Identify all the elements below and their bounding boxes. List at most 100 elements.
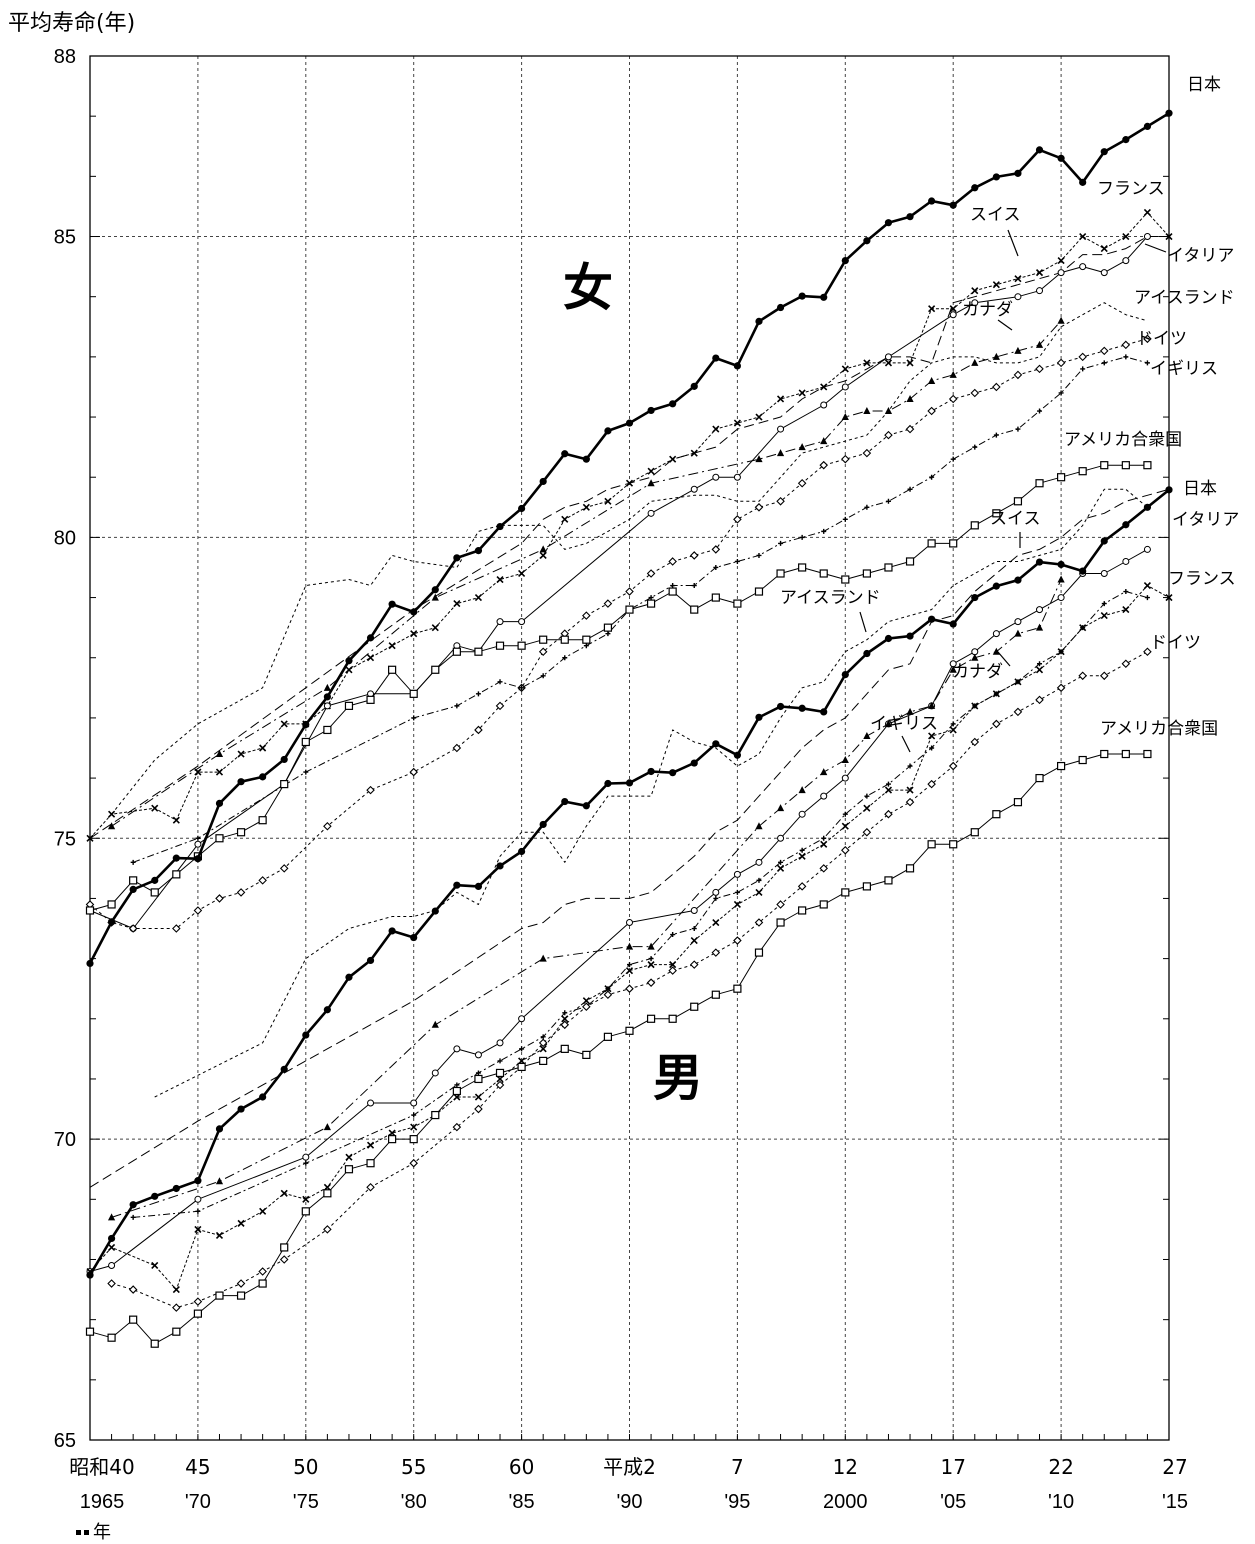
data-point (1058, 649, 1064, 655)
x-tick-era-label: 昭和40 (69, 1455, 134, 1479)
data-point (864, 793, 870, 799)
data-point (885, 781, 891, 787)
data-point (453, 600, 461, 608)
data-point (561, 1015, 569, 1023)
data-point (128, 1285, 138, 1294)
data-point (841, 383, 849, 391)
data-point (215, 894, 224, 903)
data-point (690, 382, 698, 390)
x-tick-year-label: 2000 (823, 1491, 868, 1513)
data-point (863, 649, 871, 658)
data-point (690, 906, 698, 914)
data-point (539, 545, 547, 553)
data-point (517, 1062, 526, 1072)
data-point (388, 665, 397, 674)
data-point (215, 799, 224, 807)
data-point (754, 503, 764, 512)
y-tick-label: 65 (54, 1430, 76, 1452)
data-point (1143, 461, 1152, 470)
data-point (453, 1045, 461, 1053)
data-point (905, 797, 915, 807)
series-line (111, 302, 1148, 815)
data-point (605, 631, 611, 637)
series-male-dash (89, 488, 1170, 1188)
data-point (107, 1333, 116, 1342)
data-point (798, 443, 806, 451)
data-point (1165, 593, 1173, 602)
data-point (258, 876, 267, 885)
series-label-female: スイス (970, 205, 1021, 225)
data-point (410, 1123, 418, 1131)
data-point (1078, 467, 1087, 476)
data-point (474, 547, 483, 555)
data-point (366, 785, 375, 795)
data-point (1013, 497, 1023, 506)
data-point (972, 703, 978, 709)
female-group-label: 女 (563, 259, 613, 317)
data-point (410, 630, 418, 638)
data-point (970, 388, 980, 398)
data-point (1099, 671, 1109, 681)
data-point (128, 924, 138, 933)
data-point (755, 822, 763, 830)
data-point (474, 1104, 483, 1114)
data-point (279, 864, 289, 873)
data-point (431, 586, 439, 594)
data-point (1101, 601, 1107, 607)
data-point (130, 859, 136, 865)
data-point (755, 455, 763, 463)
data-point (431, 1020, 439, 1028)
legend-dot-1 (76, 1530, 81, 1535)
data-point (862, 569, 871, 578)
data-point (1057, 316, 1065, 324)
data-point (236, 828, 246, 837)
data-point (733, 515, 742, 524)
data-point (799, 847, 805, 853)
data-point (690, 1002, 699, 1011)
data-point (280, 1189, 288, 1197)
series-line (89, 236, 1148, 929)
data-point (279, 1255, 289, 1264)
data-point (884, 407, 893, 415)
data-point (820, 768, 828, 776)
data-point (108, 1261, 116, 1269)
data-point (884, 430, 893, 440)
data-point (669, 961, 677, 969)
data-point (776, 303, 785, 312)
data-point (778, 540, 784, 546)
data-point (518, 1015, 526, 1023)
data-point (366, 634, 375, 642)
data-point (712, 740, 720, 748)
data-point (863, 804, 871, 812)
data-point (1100, 537, 1108, 545)
data-point (841, 365, 849, 373)
data-point (756, 877, 762, 883)
data-point (948, 394, 958, 404)
data-point (821, 835, 827, 841)
series-line (89, 464, 1148, 911)
data-point (864, 504, 870, 510)
series-male-diamond (107, 647, 1152, 1312)
data-point (798, 389, 806, 397)
data-point (302, 1031, 310, 1039)
x-tick-era-label: 27 (1162, 1455, 1187, 1479)
data-point (150, 888, 159, 897)
data-point (107, 1213, 116, 1221)
x-tick-era-label: 50 (293, 1455, 318, 1479)
data-point (1100, 244, 1108, 253)
data-point (1122, 557, 1130, 565)
data-point (884, 634, 893, 643)
series-female-plus (130, 354, 1150, 865)
data-point (646, 569, 656, 578)
label-leader-line (1007, 229, 1019, 257)
series-label-female: イタリア (1167, 246, 1234, 266)
series-male-triangle (107, 575, 1065, 1221)
label-leader-line (997, 319, 1013, 331)
data-point (1035, 479, 1044, 488)
data-point (798, 906, 807, 915)
data-point (172, 1286, 180, 1294)
data-point (497, 679, 503, 685)
data-point (561, 515, 569, 523)
data-point (820, 708, 828, 716)
data-point (927, 840, 936, 849)
